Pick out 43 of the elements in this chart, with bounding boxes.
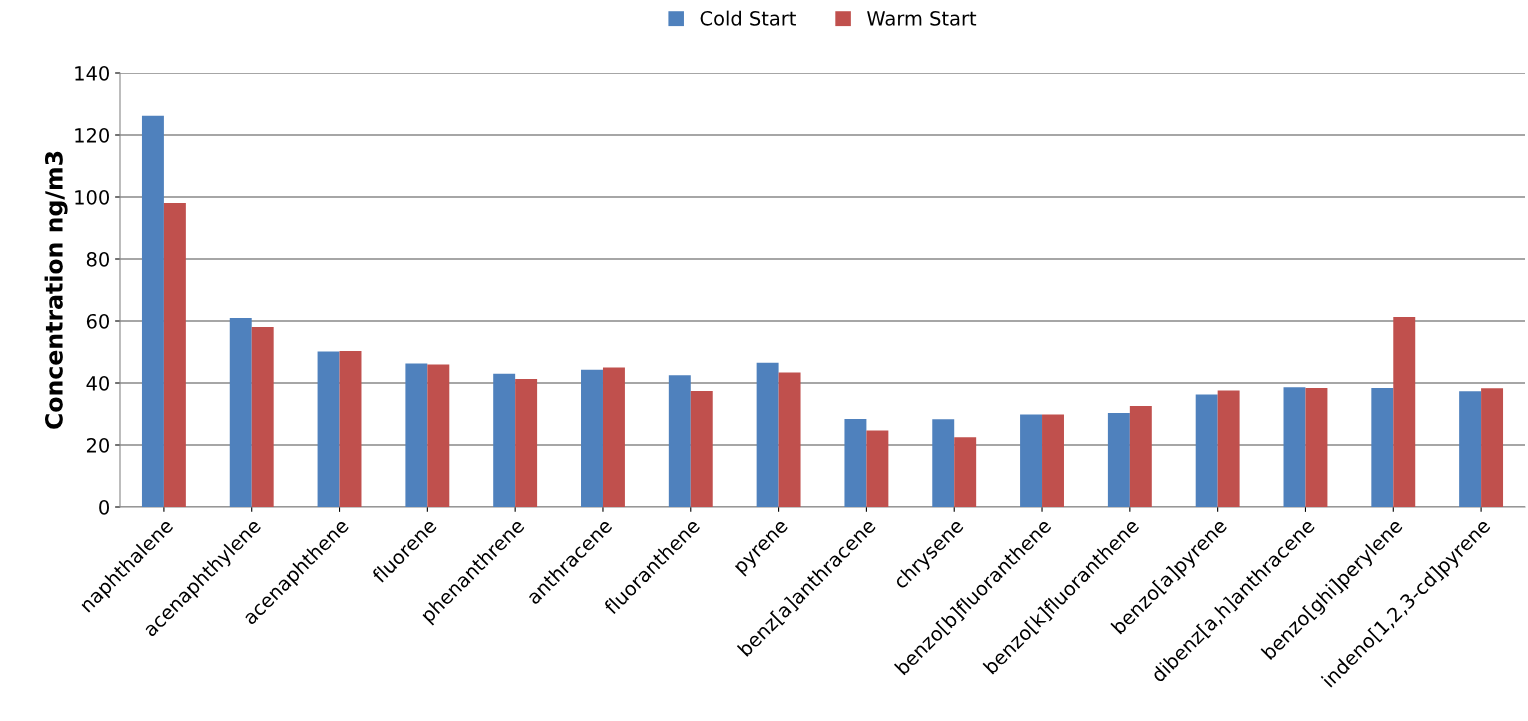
bar — [1042, 414, 1064, 507]
bar — [317, 351, 340, 507]
bar — [405, 363, 428, 507]
bar — [602, 367, 625, 507]
bar — [844, 418, 867, 507]
bar — [339, 351, 362, 507]
y-tick-label: 140 — [75, 65, 109, 81]
bar — [932, 419, 955, 507]
legend-label: Cold Start — [700, 10, 796, 26]
bar — [1481, 388, 1504, 507]
y-axis-title: Concentration ng/m3 — [44, 151, 68, 429]
bar — [229, 317, 252, 507]
bar — [1195, 394, 1218, 507]
bar — [1217, 390, 1240, 507]
bar — [1020, 414, 1043, 507]
y-tick-label: 40 — [86, 375, 109, 391]
bar — [1283, 387, 1306, 507]
bar — [1305, 387, 1328, 507]
bar — [163, 202, 186, 507]
bar — [581, 369, 603, 507]
y-tick-label: 20 — [86, 437, 109, 453]
bar — [141, 115, 164, 507]
bar — [251, 326, 274, 507]
bar — [756, 362, 779, 507]
bar — [954, 437, 977, 507]
y-tick-label: 60 — [86, 313, 109, 329]
y-tick-label: 120 — [75, 127, 109, 143]
bar — [690, 391, 713, 507]
bar — [668, 375, 691, 507]
y-tick-label: 0 — [99, 499, 109, 515]
bar — [493, 373, 516, 507]
bar — [1393, 316, 1416, 507]
bar — [515, 378, 538, 507]
y-tick-label: 80 — [86, 251, 109, 267]
bar — [1459, 391, 1482, 507]
bar — [778, 372, 801, 507]
y-tick-label: 100 — [75, 189, 109, 205]
bar — [1107, 413, 1130, 507]
bar — [1129, 405, 1152, 507]
bar — [427, 364, 450, 507]
bar — [1371, 387, 1394, 507]
bar — [866, 430, 889, 507]
legend-label: Warm Start — [867, 10, 977, 26]
